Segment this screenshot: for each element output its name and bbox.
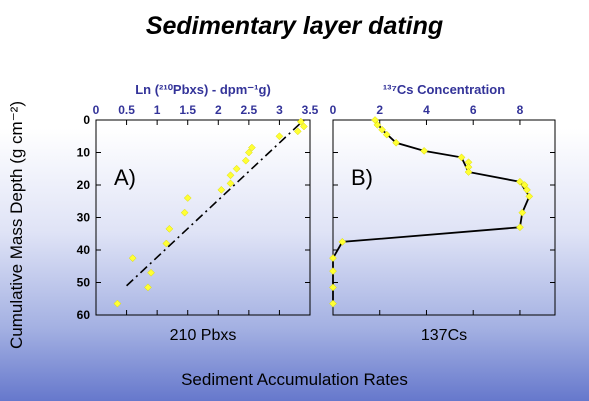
panel-a-x-tick-label: 3.5 bbox=[302, 103, 319, 117]
panel-a-y-tick-label: 10 bbox=[77, 146, 91, 160]
panel-a-y-tick-label: 20 bbox=[77, 178, 91, 192]
panel-b-data-point bbox=[392, 138, 400, 147]
panel-a-data-point bbox=[226, 179, 235, 188]
panel-b-letter: B) bbox=[351, 165, 373, 190]
panel-b-x-tick-label: 8 bbox=[517, 103, 524, 117]
panel-b-data-point bbox=[518, 208, 527, 217]
panel-b-data-point bbox=[329, 267, 337, 275]
panel-a-data-point bbox=[275, 132, 284, 141]
panel-a-x-tick-label: 2.5 bbox=[241, 103, 258, 117]
panel-a-data-point bbox=[248, 143, 256, 152]
panel-a-data-point bbox=[293, 127, 302, 136]
panel-a-data-point bbox=[180, 208, 189, 217]
panel-b-data-point bbox=[516, 223, 524, 232]
panel-a-plot-frame bbox=[95, 119, 311, 316]
panel-b-data-point bbox=[329, 299, 337, 308]
panel-b-data-point bbox=[378, 125, 386, 134]
panel-a-data-point bbox=[226, 171, 235, 180]
panel-b-data-point bbox=[420, 147, 428, 155]
panel-a-x-tick-label: 3 bbox=[276, 103, 283, 117]
panel-a-data-point bbox=[128, 254, 137, 262]
panel-a-axis-title: Ln (²¹⁰Pbxs) - dpm⁻¹g) bbox=[135, 82, 271, 97]
panel-b-data-point bbox=[338, 238, 347, 246]
panel-b-x-label: 137Cs bbox=[421, 327, 467, 344]
panel-b-data-point bbox=[329, 254, 337, 262]
panel-a-data-point bbox=[183, 194, 192, 202]
panel-a-data-point bbox=[300, 122, 308, 131]
panel-b-data-point bbox=[525, 192, 534, 201]
panel-a-data-point bbox=[241, 156, 250, 165]
panel-b-data-point bbox=[382, 130, 391, 139]
panel-b-x-tick-label: 6 bbox=[470, 103, 477, 117]
panel-b-data-point bbox=[516, 177, 524, 186]
panel-a-data-point bbox=[162, 239, 171, 248]
panel-b-data-point bbox=[373, 121, 382, 129]
panel-a-y-tick-label: 30 bbox=[77, 211, 91, 225]
panel-b-data-point bbox=[523, 186, 531, 194]
panel-b-x-tick-label: 0 bbox=[330, 103, 337, 117]
panel-a-x-label: 210 Pbxs bbox=[170, 327, 237, 344]
panel-a-data-point bbox=[245, 148, 253, 157]
panel-b-axis-title: ¹³⁷Cs Concentration bbox=[383, 82, 505, 97]
panel-a-data-point bbox=[217, 186, 226, 194]
panel-a-fit-line bbox=[126, 119, 305, 287]
bottom-label: Sediment Accumulation Rates bbox=[181, 370, 408, 389]
panel-b-chart: 0 2 4 6 8 ¹³⁷Cs Concentration B) 137Cs bbox=[329, 82, 556, 344]
panel-b-x-tick-label: 4 bbox=[423, 103, 430, 117]
panel-a-chart: 0 0.5 1 1.5 2 2.5 3 3.5 0 10 20 30 40 50 60 Ln (²¹⁰Pbxs… bbox=[77, 82, 319, 344]
panel-a-x-tick-label: 1.5 bbox=[179, 103, 196, 117]
panel-b-data-point bbox=[329, 283, 337, 292]
panel-a-y-tick-label: 0 bbox=[83, 113, 90, 127]
panel-a-y-tick-label: 50 bbox=[77, 276, 91, 290]
panel-a-x-tick-label: 1 bbox=[154, 103, 161, 117]
panel-a-y-tick-label: 40 bbox=[77, 243, 91, 257]
panel-a-data-point bbox=[165, 225, 174, 233]
panel-b-data-point bbox=[457, 153, 466, 162]
panel-a-data-point bbox=[144, 283, 152, 292]
panel-a-data-point bbox=[147, 268, 155, 277]
panel-b-x-tick-label: 2 bbox=[376, 103, 383, 117]
slide-title: Sedimentary layer dating bbox=[145, 12, 444, 40]
panel-b-data-point bbox=[464, 168, 473, 176]
panel-a-data-point bbox=[296, 117, 305, 126]
panel-a-data-point bbox=[113, 299, 122, 308]
panel-a-x-tick-label: 0 bbox=[93, 103, 100, 117]
panel-a-x-tick-label: 0.5 bbox=[118, 103, 135, 117]
panel-a-x-tick-label: 2 bbox=[215, 103, 222, 117]
panel-a-data-point bbox=[232, 164, 241, 173]
panel-b-profile-line bbox=[332, 119, 531, 304]
panel-a-y-tick-label: 60 bbox=[77, 308, 91, 322]
panel-a-letter: A) bbox=[114, 165, 136, 190]
